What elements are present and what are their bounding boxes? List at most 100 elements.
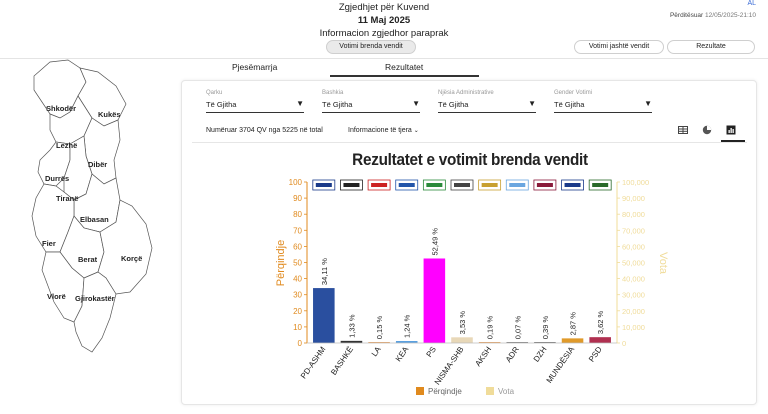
map-label-fier: Fier (42, 239, 56, 248)
bar[interactable] (423, 258, 446, 343)
outside-country-button[interactable]: Votimi jashtë vendit (574, 40, 664, 54)
updated-label: Përditësuar (669, 12, 704, 19)
results-button[interactable]: Rezultate (667, 40, 755, 54)
results-panel: Qarku Të Gjitha ▼ Bashkia Të Gjitha ▼ Nj… (181, 80, 757, 405)
results-bar-chart: 0 10 20 30 40 50 60 70 80 90 100 0 10,000 20,000 30,0… (275, 178, 669, 396)
counted-stations: Numëruar 3704 QV nga 5225 në total (206, 127, 323, 134)
panel-divider (192, 142, 747, 143)
party-logo-mark (481, 183, 498, 187)
party-logo-mark (509, 183, 526, 187)
y-tick-label: 20 (293, 307, 302, 316)
bar-value-label: 1,24 % (403, 314, 412, 338)
y-tick-label: 0 (298, 339, 303, 348)
party-logo-mark (343, 183, 360, 187)
more-info-dropdown[interactable]: Informacione të tjera ⌄ (348, 127, 419, 134)
legend-swatch-votes (486, 387, 494, 395)
bar-value-label: 3,53 % (458, 311, 467, 335)
filter-gender-label: Gender Votimi (554, 90, 593, 96)
map-region-korce[interactable] (97, 199, 153, 295)
map-label-korce: Korçë (121, 254, 142, 263)
filter-qarku[interactable]: Qarku Të Gjitha ▼ (206, 90, 304, 114)
party-logo-mark (315, 183, 332, 187)
filter-qarku-value: Të Gjitha (206, 100, 237, 109)
tab-results[interactable]: Rezultatet (385, 62, 424, 72)
chart-legend: Përqindje Vota (416, 387, 515, 396)
bar-value-label: 3,62 % (596, 310, 605, 334)
legend-percent: Përqindje (428, 387, 462, 396)
table-icon[interactable] (677, 125, 689, 137)
y-tick-label: 90 (293, 194, 302, 203)
bar-value-label: 34,11 % (320, 258, 329, 285)
chevron-down-icon: ▼ (412, 99, 420, 108)
pie-chart-icon[interactable] (701, 125, 713, 137)
x-tick-label: PS (425, 345, 438, 359)
x-tick-label: BASHKË (329, 345, 355, 377)
chevron-down-icon: ▼ (296, 99, 304, 108)
x-tick-label: NISMA-SHB (433, 345, 466, 387)
map-label-durres: Durrës (45, 174, 69, 183)
bar[interactable] (589, 337, 611, 343)
y-tick-label: 40 (293, 275, 302, 284)
party-logo-mark (398, 183, 415, 187)
y2-tick-label: 20,000 (622, 307, 645, 316)
language-switch[interactable]: AL (747, 0, 756, 7)
party-logo-mark (371, 183, 388, 187)
party-logo-mark (592, 183, 609, 187)
y2-tick-label: 60,000 (622, 242, 645, 251)
map-label-diber: Dibër (88, 160, 107, 169)
map-label-tirane: Tiranë (56, 194, 78, 203)
y2-tick-label: 10,000 (622, 323, 645, 332)
map-label-gjirokaster: Gjirokastër (75, 294, 115, 303)
x-tick-label: PSD (587, 345, 604, 364)
y-tick-label: 100 (289, 178, 303, 187)
bar[interactable] (561, 338, 584, 343)
map-label-vlore: Vlorë (47, 292, 66, 301)
bar[interactable] (340, 340, 363, 343)
active-tab-indicator (330, 75, 479, 77)
bar[interactable] (395, 341, 418, 343)
x-tick-label: DZH (532, 345, 549, 364)
tab-participation[interactable]: Pjesëmarrja (232, 62, 278, 72)
y-tick-label: 10 (293, 323, 302, 332)
inside-country-button[interactable]: Votimi brenda vendit (326, 40, 416, 54)
header-divider (0, 58, 768, 59)
party-logo-mark (426, 183, 443, 187)
y-tick-label: 70 (293, 226, 302, 235)
filter-njesia-label: Njësia Administrative (438, 90, 494, 96)
y2-tick-label: 0 (622, 339, 626, 348)
filter-njesia-value: Të Gjitha (438, 100, 469, 109)
map-label-lezhe: Lezhë (56, 141, 77, 150)
y2-tick-label: 100,000 (622, 178, 649, 187)
y-tick-label: 30 (293, 291, 302, 300)
legend-swatch-percent (416, 387, 424, 395)
y-axis-votes: 0 10,000 20,000 30,000 40,000 50,000 60,000 70,… (616, 178, 649, 348)
x-tick-label: ADR (504, 345, 521, 364)
y-tick-label: 50 (293, 259, 302, 268)
bar[interactable] (451, 337, 473, 343)
y2-tick-label: 70,000 (622, 226, 645, 235)
x-tick-label: AKSH (473, 345, 493, 368)
map-label-elbasan: Elbasan (80, 215, 109, 224)
election-title: Zgjedhjet për Kuvend (338, 2, 430, 13)
bar-value-label: 0,15 % (375, 316, 384, 340)
bar-value-label: 52,49 % (430, 228, 439, 256)
x-tick-label: PD-ASHM (299, 345, 328, 381)
filter-bashkia[interactable]: Bashkia Të Gjitha ▼ (322, 90, 420, 114)
map-label-berat: Berat (78, 255, 98, 264)
y2-tick-label: 50,000 (622, 259, 645, 268)
filter-gender[interactable]: Gender Votimi Të Gjitha ▼ (554, 90, 652, 114)
election-date: 11 Maj 2025 (357, 15, 411, 26)
bar[interactable] (313, 288, 335, 343)
bar-value-label: 0,07 % (513, 316, 522, 340)
filter-bashkia-label: Bashkia (322, 90, 344, 96)
x-tick-label: KEA (394, 344, 411, 363)
bar-value-label: 0,39 % (541, 316, 550, 340)
albania-map[interactable]: Shkodër Kukës Lezhë Dibër Durrës Tiranë … (20, 56, 160, 356)
map-label-shkoder: Shkodër (46, 104, 76, 113)
filter-njesia[interactable]: Njësia Administrative Të Gjitha ▼ (438, 90, 536, 114)
bar-chart-icon[interactable] (725, 125, 737, 137)
chart-title: Rezultatet e votimit brenda vendit (352, 150, 588, 169)
y2-tick-label: 90,000 (622, 194, 645, 203)
chevron-down-icon: ▼ (644, 99, 652, 108)
map-region-gjirokaster[interactable] (73, 271, 117, 353)
